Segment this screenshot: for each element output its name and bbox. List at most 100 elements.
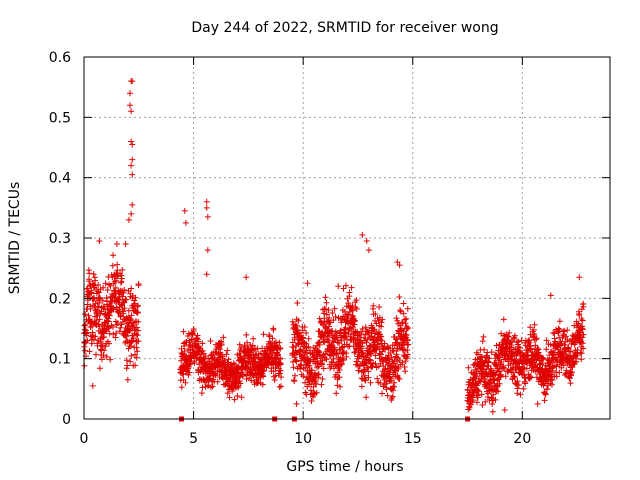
data-point [579,340,586,347]
data-point [568,369,575,376]
data-point [106,312,113,319]
data-point [127,90,134,97]
data-point [576,312,583,319]
data-point [121,305,128,312]
data-point [82,311,89,318]
data-point [128,312,135,319]
data-point [226,386,233,393]
data-point [475,351,482,358]
data-point [495,368,502,375]
data-point [574,347,581,354]
data-point [102,280,109,287]
data-point [400,300,407,307]
data-point [186,369,193,376]
data-point [92,351,99,358]
data-point [225,356,232,363]
data-point [103,353,110,360]
data-point [110,331,117,338]
data-point [133,344,140,351]
data-point [113,241,120,248]
data-point [243,331,250,338]
data-point [129,156,136,163]
data-point [218,341,225,348]
data-point [316,328,323,335]
data-point [109,262,116,269]
data-point [289,318,296,325]
y-tick-label: 0 [62,412,71,428]
data-point [316,341,323,348]
data-point [479,353,486,360]
data-point [527,373,534,380]
data-point [375,317,382,324]
data-point [522,380,529,387]
data-point [82,321,89,328]
data-point [403,332,410,339]
data-point [473,381,480,388]
data-point [498,371,505,378]
data-point [359,231,366,238]
data-point [331,305,338,312]
data-point [329,309,336,316]
data-point [112,290,119,297]
data-point [396,357,403,364]
data-point [96,316,103,323]
data-point [191,359,198,366]
data-point [359,325,366,332]
data-point [377,351,384,358]
data-point [378,333,385,340]
data-point [322,306,329,313]
data-point [277,383,284,390]
data-point [181,348,188,355]
data-point [90,336,97,343]
data-point [381,366,388,373]
data-point [135,327,142,334]
data-point [515,382,522,389]
data-point [185,364,192,371]
data-point [498,330,505,337]
data-point [104,286,111,293]
data-point [370,302,377,309]
data-point [295,329,302,336]
data-point [504,367,511,374]
data-point [351,317,358,324]
data-point [575,320,582,327]
data-point [502,373,509,380]
data-point [531,321,538,328]
data-point [336,383,343,390]
data-point [501,365,508,372]
x-tick-label: 0 [80,431,89,447]
data-point [105,325,112,332]
data-point [539,359,546,366]
data-point [178,357,185,364]
data-point [500,363,507,370]
data-point [123,365,130,372]
data-point [367,379,374,386]
data-point [534,345,541,352]
data-point [95,303,102,310]
data-point [382,346,389,353]
data-point [98,356,105,363]
data-point [207,337,214,344]
data-point [332,313,339,320]
data-point [404,346,411,353]
data-point [474,386,481,393]
data-point [544,385,551,392]
data-point [134,303,141,310]
axis-ticks: 0 0.1 0.2 0.3 0.4 0.5 0.6 0 5 10 15 20 [49,50,610,447]
data-point [520,385,527,392]
data-point [561,327,568,334]
data-point [118,321,125,328]
data-point [124,376,131,383]
data-point [207,375,214,382]
data-point [220,334,227,341]
data-point [249,342,256,349]
data-point [135,280,142,287]
data-point [105,340,112,347]
data-point [86,278,93,285]
data-points [81,78,587,422]
data-point [389,393,396,400]
data-point [330,355,337,362]
data-point [118,275,125,282]
data-point [187,360,194,367]
data-point [226,394,233,401]
